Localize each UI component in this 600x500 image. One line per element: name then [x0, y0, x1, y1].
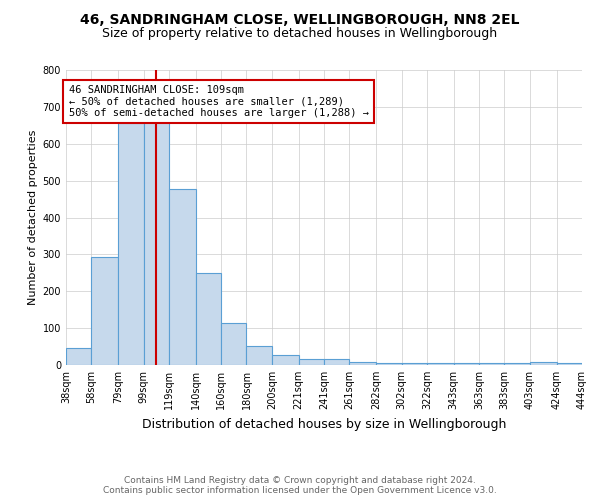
Bar — [66, 348, 91, 365]
Bar — [454, 363, 479, 365]
Bar — [169, 188, 196, 365]
Text: 46, SANDRINGHAM CLOSE, WELLINGBOROUGH, NN8 2EL: 46, SANDRINGHAM CLOSE, WELLINGBOROUGH, N… — [80, 12, 520, 26]
Text: 46 SANDRINGHAM CLOSE: 109sqm
← 50% of detached houses are smaller (1,289)
50% of: 46 SANDRINGHAM CLOSE: 109sqm ← 50% of de… — [68, 84, 368, 118]
Text: Contains HM Land Registry data © Crown copyright and database right 2024.
Contai: Contains HM Land Registry data © Crown c… — [103, 476, 497, 495]
Bar — [401, 363, 427, 365]
Bar — [479, 363, 505, 365]
Bar — [221, 322, 247, 365]
Text: Size of property relative to detached houses in Wellingborough: Size of property relative to detached ho… — [103, 28, 497, 40]
Bar — [247, 346, 272, 365]
Bar — [196, 273, 221, 365]
Bar — [143, 122, 169, 365]
Bar — [349, 362, 376, 365]
Bar — [324, 360, 349, 365]
Bar — [530, 362, 557, 365]
X-axis label: Distribution of detached houses by size in Wellingborough: Distribution of detached houses by size … — [142, 418, 506, 430]
Bar — [557, 363, 582, 365]
Bar — [91, 258, 118, 365]
Bar — [272, 354, 299, 365]
Bar — [299, 358, 324, 365]
Bar — [376, 363, 401, 365]
Y-axis label: Number of detached properties: Number of detached properties — [28, 130, 38, 305]
Bar — [427, 363, 454, 365]
Bar — [505, 363, 530, 365]
Bar — [118, 123, 143, 365]
